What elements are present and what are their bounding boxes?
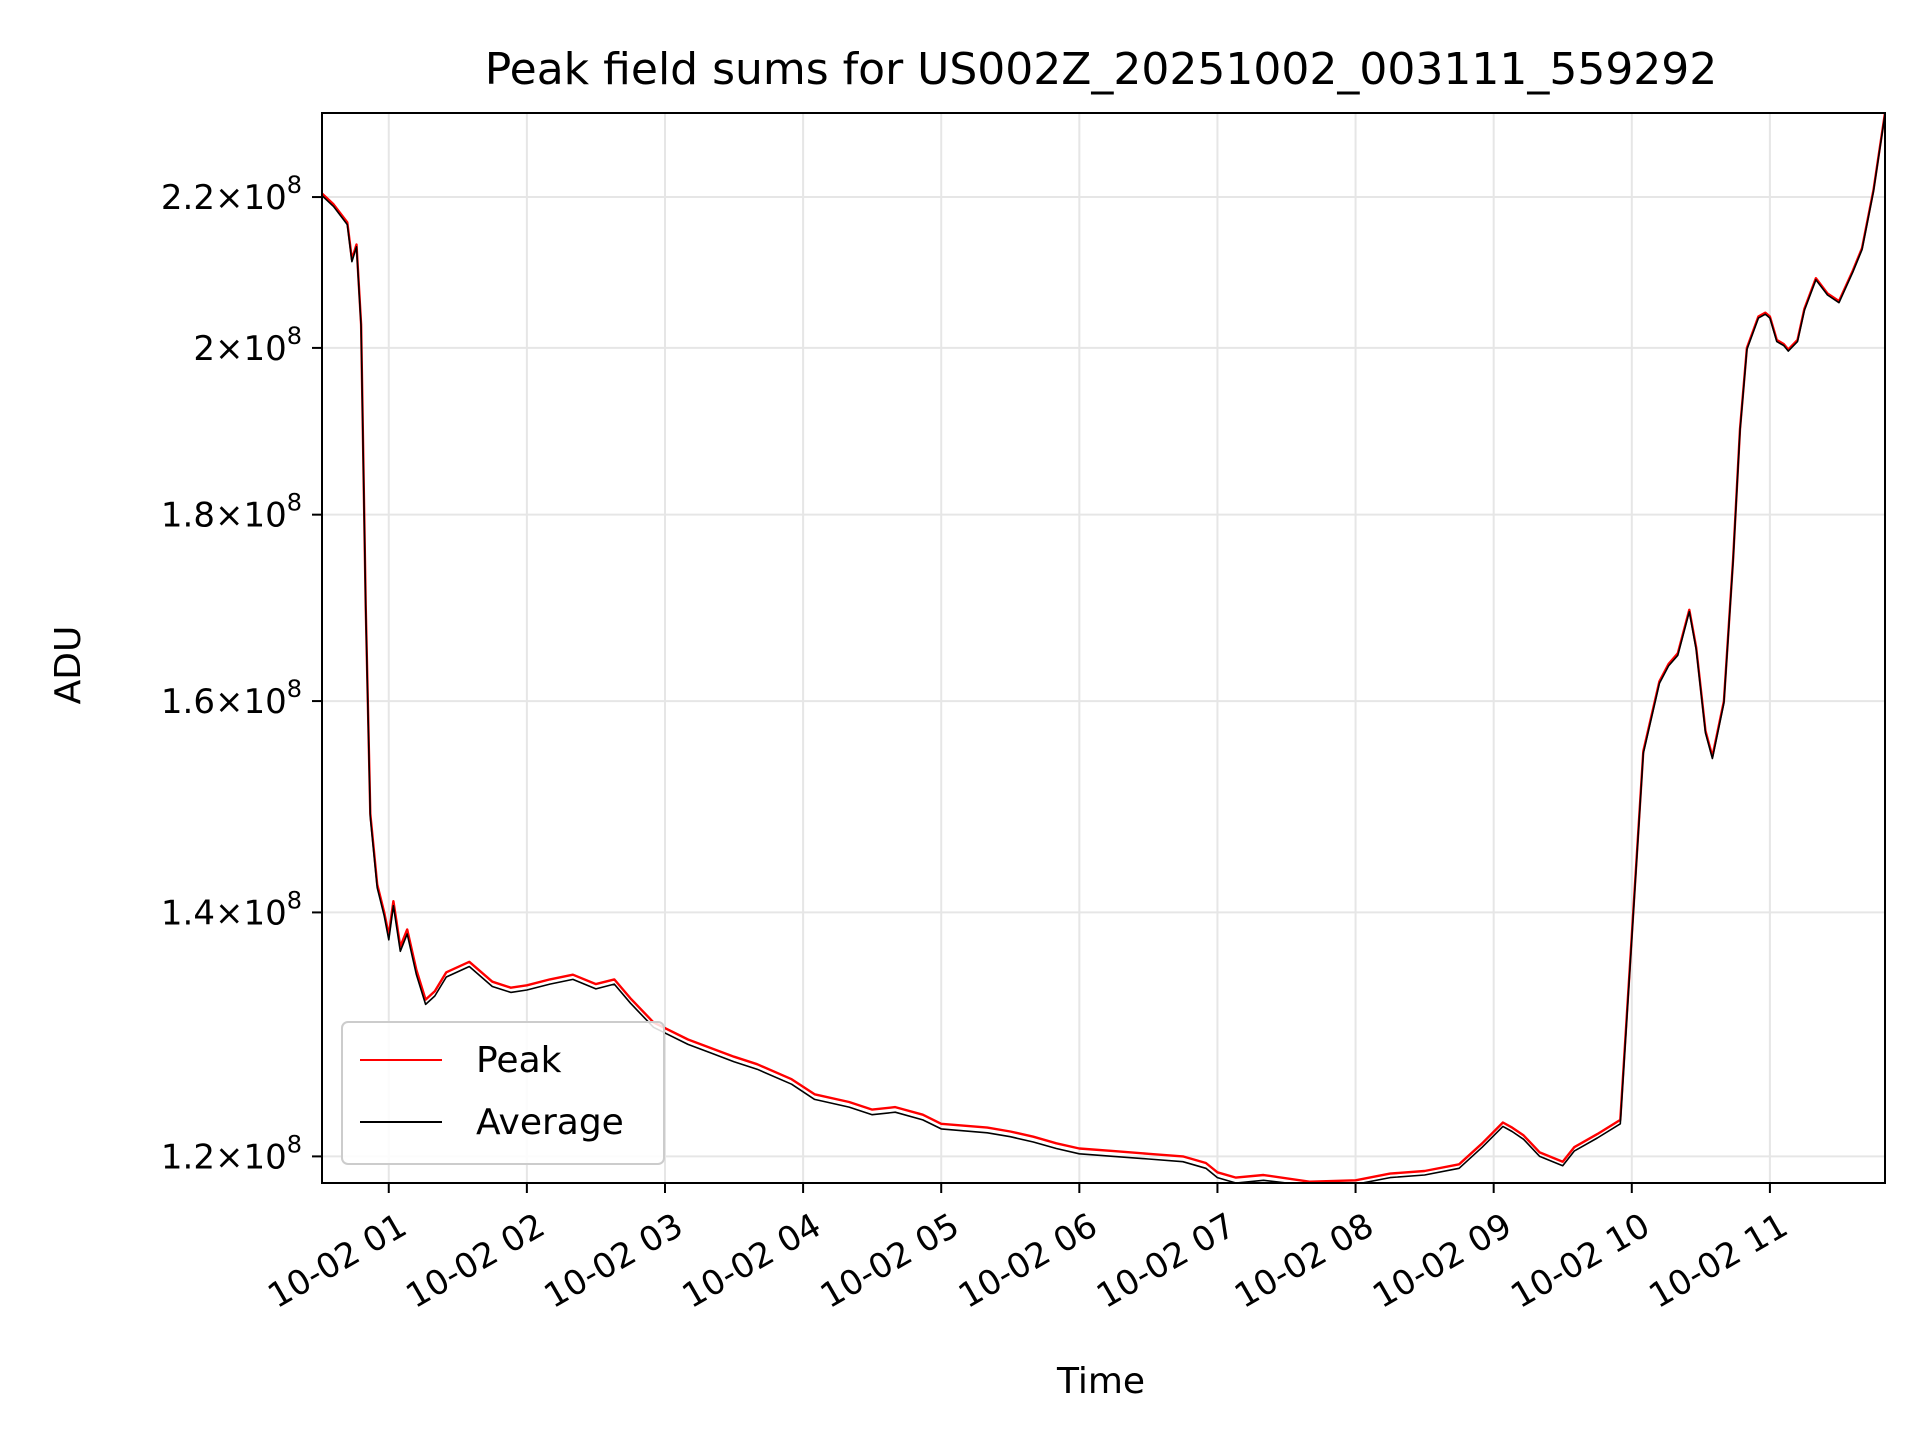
series-line-average [322,114,1885,1183]
x-axis-label: Time [1056,1361,1145,1402]
y-tick-base: 10 [243,329,286,369]
y-tick-exponent: 8 [287,171,302,199]
axes-frame [321,112,1886,1184]
y-tick-times: × [215,496,244,536]
y-tick-label: 1.8×108 [161,489,302,536]
y-tick-base: 10 [243,1137,286,1177]
y-tick-base: 10 [243,893,286,933]
y-tick-exponent: 8 [287,675,302,703]
legend-box [341,1021,665,1165]
y-tick-times: × [215,178,244,218]
y-tick-base: 10 [243,682,286,722]
y-tick-times: × [215,893,244,933]
legend: Peak Average [341,1021,665,1165]
y-tick-label: 1.6×108 [161,675,302,722]
y-tick-mantissa: 1.2 [161,1137,215,1177]
y-axis-label: ADU [48,626,89,705]
chart-title: Peak field sums for US002Z_20251002_0031… [485,44,1718,95]
y-tick-mantissa: 2.2 [161,178,215,218]
grid-lines [322,113,1885,1183]
y-tick-mantissa: 1.4 [161,893,215,933]
y-tick-mantissa: 1.8 [161,496,215,536]
y-tick-label: 2×108 [193,322,302,369]
y-tick-exponent: 8 [287,1130,302,1158]
y-tick-label: 1.4×108 [161,886,302,933]
y-tick-exponent: 8 [287,886,302,914]
y-tick-times: × [215,1137,244,1177]
y-tick-mantissa: 2 [193,329,215,369]
y-tick-exponent: 8 [287,322,302,350]
y-tick-base: 10 [243,496,286,536]
y-tick-base: 10 [243,178,286,218]
legend-label-average: Average [476,1102,624,1143]
legend-label-peak: Peak [476,1040,562,1081]
y-tick-exponent: 8 [287,489,302,517]
y-tick-times: × [215,682,244,722]
y-tick-label: 2.2×108 [161,171,302,218]
y-tick-times: × [215,329,244,369]
plot-area [322,113,1885,1183]
y-tick-mantissa: 1.6 [161,682,215,722]
y-tick-label: 1.2×108 [161,1130,302,1177]
